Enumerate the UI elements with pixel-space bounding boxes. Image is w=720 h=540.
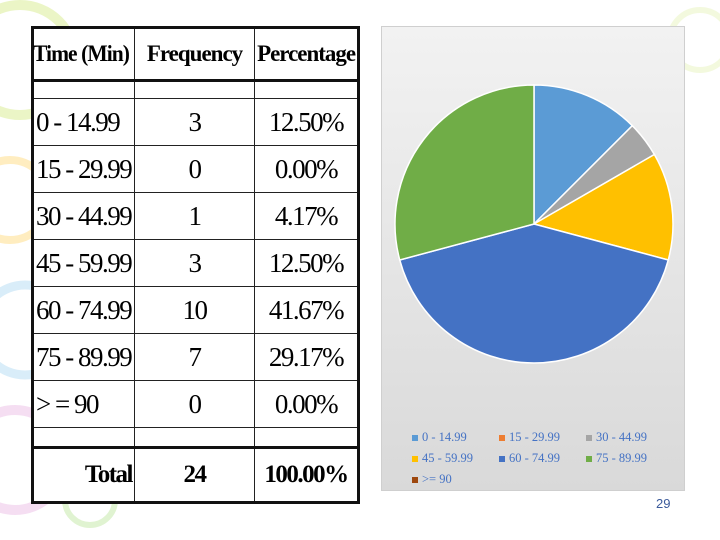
legend-item: 60 - 74.99 (499, 448, 586, 469)
table-row: > = 90 0 0.00% (34, 381, 357, 428)
legend-label: 15 - 29.99 (509, 430, 561, 444)
cell-frequency: 7 (135, 334, 255, 380)
cell-percentage: 0.00% (274, 153, 339, 184)
header-percentage: Percentage (256, 41, 356, 66)
legend-item: 45 - 59.99 (412, 448, 499, 469)
legend-swatch (412, 434, 418, 441)
table-row: 45 - 59.99 3 12.50% (34, 240, 357, 287)
legend-label: 60 - 74.99 (509, 451, 561, 465)
table-separator-row (34, 428, 357, 449)
legend-item: 75 - 89.99 (586, 448, 673, 469)
frequency-table: Time (Min) Frequency Percentage 0 - 14.9… (31, 26, 360, 504)
cell-percentage: 12.50% (268, 106, 345, 137)
legend-swatch (586, 455, 592, 462)
cell-time: > = 90 (34, 381, 135, 427)
cell-frequency: 1 (135, 193, 255, 239)
table-header-row: Time (Min) Frequency Percentage (33, 29, 357, 82)
cell-frequency: 10 (135, 287, 255, 333)
legend-swatch (412, 476, 418, 483)
legend-item: 0 - 14.99 (412, 427, 499, 448)
cell-percentage: 4.17% (274, 200, 339, 231)
legend-swatch (499, 455, 505, 462)
table-gap-row (34, 82, 357, 99)
legend-swatch (586, 434, 592, 441)
legend-label: 0 - 14.99 (422, 430, 467, 444)
cell-percentage: 29.17% (268, 341, 345, 372)
legend-item: 15 - 29.99 (499, 427, 586, 448)
total-label: Total (34, 449, 135, 501)
legend-item: 30 - 44.99 (586, 427, 673, 448)
legend-label: >= 90 (422, 472, 452, 486)
cell-time: 15 - 29.99 (34, 146, 135, 192)
pie-slice-4 (398, 223, 670, 364)
table-row: 30 - 44.99 1 4.17% (34, 193, 357, 240)
cell-frequency: 3 (135, 99, 255, 145)
table-row: 0 - 14.99 3 12.50% (34, 99, 357, 146)
pie-chart-panel: 0 - 14.99 15 - 29.99 30 - 44.99 45 - 59.99 6… (381, 26, 685, 491)
pie-slice-3 (532, 153, 674, 261)
table-row: 60 - 74.99 10 41.67% (34, 287, 357, 334)
cell-percentage: 12.50% (268, 247, 345, 278)
total-frequency: 24 (135, 449, 255, 501)
cell-time: 75 - 89.99 (34, 334, 135, 380)
cell-time: 45 - 59.99 (34, 240, 135, 286)
legend-swatch (499, 434, 505, 441)
cell-time: 60 - 74.99 (34, 287, 135, 333)
cell-percentage: 41.67% (268, 294, 345, 325)
table-row: 15 - 29.99 0 0.00% (34, 146, 357, 193)
header-frequency: Frequency (135, 29, 255, 79)
cell-frequency: 0 (135, 381, 255, 427)
legend-label: 45 - 59.99 (422, 451, 474, 465)
cell-time: 30 - 44.99 (34, 193, 135, 239)
legend-label: 75 - 89.99 (596, 451, 648, 465)
pie-slice-0 (533, 84, 634, 226)
cell-frequency: 3 (135, 240, 255, 286)
cell-percentage: 0.00% (274, 388, 339, 419)
total-percentage: 100.00% (264, 461, 349, 488)
legend-item: >= 90 (412, 469, 499, 490)
table-row: 75 - 89.99 7 29.17% (34, 334, 357, 381)
cell-time: 0 - 14.99 (34, 99, 135, 145)
pie-slice-5 (394, 84, 535, 261)
cell-frequency: 0 (135, 146, 255, 192)
legend-swatch (412, 455, 418, 462)
table-total-row: Total 24 100.00% (34, 449, 357, 501)
pie-chart (394, 84, 674, 364)
chart-legend: 0 - 14.99 15 - 29.99 30 - 44.99 45 - 59.99 6… (412, 427, 682, 490)
header-time: Time (Min) (33, 29, 135, 79)
legend-label: 30 - 44.99 (596, 430, 648, 444)
page-number: 29 (656, 496, 671, 511)
